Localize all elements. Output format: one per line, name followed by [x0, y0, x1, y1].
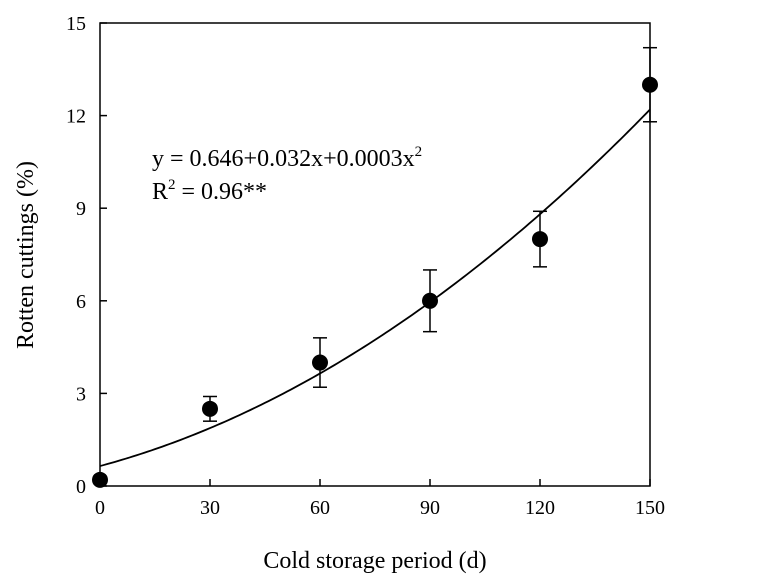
- data-point: [532, 231, 548, 248]
- data-point: [312, 354, 328, 371]
- y-tick-label: 12: [66, 106, 86, 128]
- y-tick-label: 9: [76, 198, 86, 220]
- x-tick-label: 120: [525, 497, 555, 519]
- fit-r2-exponent: 2: [168, 177, 176, 193]
- x-tick-label: 150: [635, 497, 665, 519]
- y-axis-ticks: 0 3 6 9 12 15: [66, 13, 107, 498]
- y-tick-label: 15: [66, 13, 86, 35]
- x-tick-label: 60: [310, 497, 330, 519]
- error-bars: [203, 46, 657, 422]
- y-tick-label: 3: [76, 383, 86, 405]
- fit-equation-text: y = 0.646+0.032x+0.0003x: [152, 146, 415, 172]
- x-axis-ticks: 0 30 60 90 120 150: [95, 479, 665, 519]
- data-point: [642, 76, 658, 93]
- fit-equation: y = 0.646+0.032x+0.0003x2: [152, 144, 422, 172]
- x-tick-label: 90: [420, 497, 440, 519]
- fit-r2-symbol: R: [152, 179, 168, 205]
- x-axis-title: Cold storage period (d): [263, 548, 486, 574]
- plot-area-frame: [99, 22, 651, 487]
- data-points: [92, 76, 658, 488]
- y-tick-label: 0: [76, 476, 86, 498]
- x-tick-label: 0: [95, 497, 105, 519]
- data-point: [202, 400, 218, 417]
- fit-r2: R2 = 0.96**: [152, 177, 267, 205]
- x-tick-label: 30: [200, 497, 220, 519]
- fit-curve: [99, 108, 651, 467]
- y-axis-title: Rotten cuttings (%): [13, 161, 39, 349]
- fit-r2-value: = 0.96**: [176, 179, 268, 205]
- data-point: [92, 471, 108, 488]
- fit-equation-exponent: 2: [415, 144, 423, 160]
- data-point: [422, 292, 438, 309]
- y-tick-label: 6: [76, 291, 86, 313]
